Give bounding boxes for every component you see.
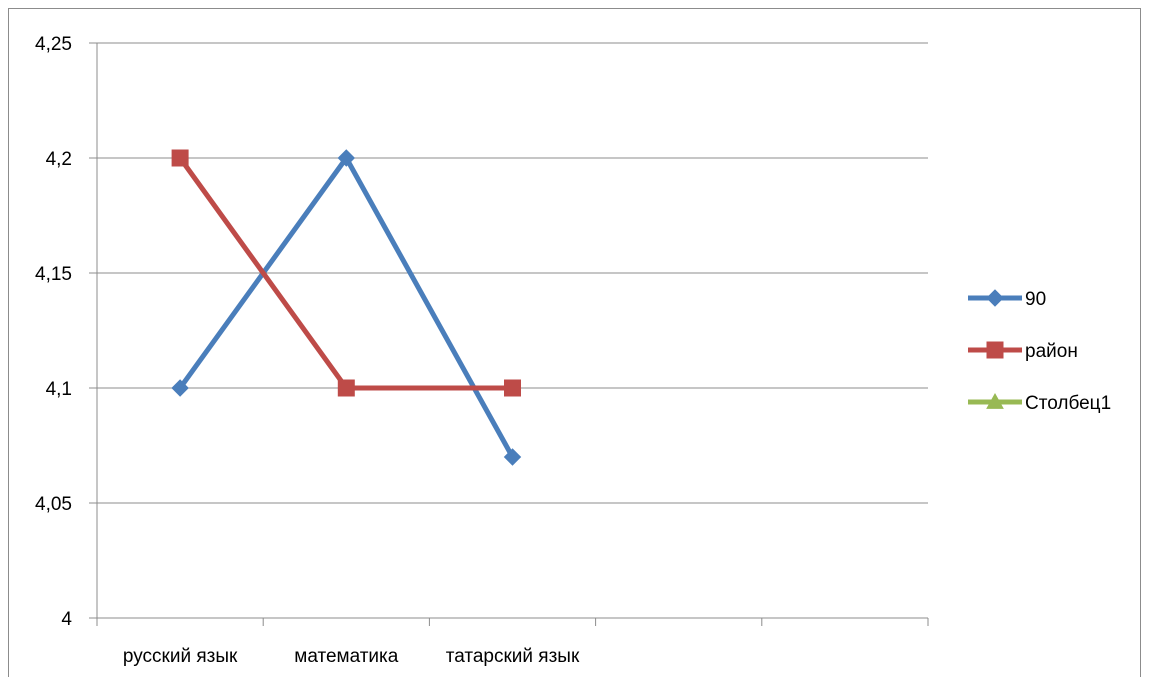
series-line-0 — [177, 155, 515, 460]
y-tick-label: 4,1 — [46, 379, 72, 400]
legend-marker-2 — [986, 392, 1004, 409]
data-point-series-0 — [171, 379, 189, 397]
data-point-series-1 — [504, 379, 521, 397]
data-point-series-0 — [503, 448, 522, 466]
legend-label-0: 90 — [1025, 289, 1046, 310]
y-tick-label: 4 — [61, 609, 72, 630]
y-tick-label: 4,15 — [35, 264, 72, 285]
data-point-series-1 — [171, 149, 189, 167]
y-tick-label: 4,05 — [35, 494, 72, 515]
legend-marker-1 — [986, 341, 1004, 359]
data-point-series-0 — [337, 149, 356, 167]
chart-frame — [8, 8, 1141, 677]
x-tick-label: математика — [294, 646, 399, 667]
data-point-series-1 — [337, 379, 355, 397]
x-tick-label: русский язык — [123, 646, 238, 667]
legend-label-2: Столбец1 — [1025, 393, 1111, 414]
legend-label-1: район — [1025, 341, 1078, 362]
x-tick-label: татарский язык — [446, 646, 580, 667]
legend-marker-0 — [986, 289, 1004, 307]
y-tick-label: 4,25 — [35, 34, 72, 55]
y-tick-label: 4,2 — [46, 149, 72, 170]
